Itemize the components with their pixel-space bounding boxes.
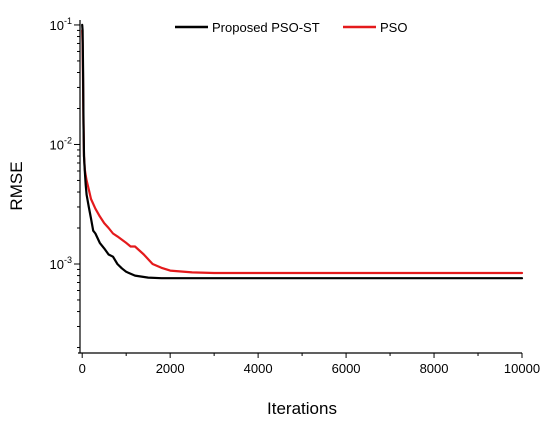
x-tick-label: 8000 (420, 361, 449, 376)
x-tick-label: 4000 (244, 361, 273, 376)
series-lines (81, 23, 524, 280)
x-tick-label: 10000 (504, 361, 540, 376)
x-axis-ticks: 0 2000 4000 6000 8000 10000 (79, 353, 540, 376)
x-tick-label: 6000 (332, 361, 361, 376)
x-tick-label: 2000 (156, 361, 185, 376)
axes (78, 20, 522, 354)
series-line-pso (81, 29, 524, 275)
y-axis-title: RMSE (7, 161, 26, 210)
legend-label-proposed: Proposed PSO-ST (212, 20, 320, 35)
y-axis-ticks: 10-1 10-2 10-3 (50, 16, 80, 349)
y-tick-label: 10-2 (50, 135, 72, 152)
y-tick-label: 10-1 (50, 16, 72, 33)
series-line-proposed-pso-st (81, 23, 524, 280)
x-tick-label: 0 (79, 361, 86, 376)
legend: Proposed PSO-ST PSO (175, 20, 407, 35)
y-tick-label: 10-3 (50, 255, 72, 272)
legend-label-pso: PSO (380, 20, 407, 35)
x-axis-title: Iterations (267, 399, 337, 418)
